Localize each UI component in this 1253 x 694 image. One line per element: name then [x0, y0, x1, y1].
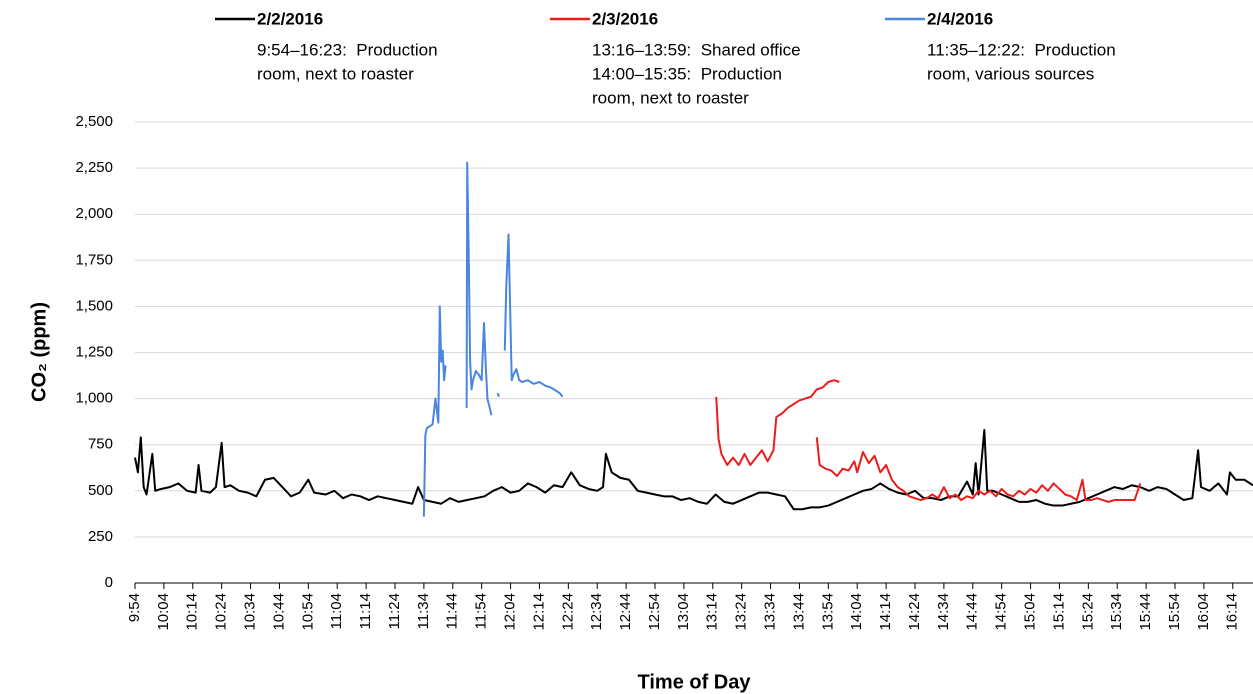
- legend-note: room, various sources: [927, 64, 1094, 83]
- y-tick-label: 1,500: [75, 297, 113, 314]
- x-tick-label: 11:54: [473, 593, 490, 629]
- x-tick-label: 12:44: [617, 593, 634, 631]
- x-tick-label: 12:04: [502, 593, 519, 631]
- x-tick-label: 16:04: [1195, 593, 1212, 631]
- y-tick-label: 1,000: [75, 390, 113, 407]
- x-tick-label: 15:24: [1079, 593, 1096, 631]
- legend-note: room, next to roaster: [592, 88, 749, 107]
- x-tick-label: 11:34: [415, 593, 432, 629]
- x-tick-label: 10:24: [213, 593, 230, 631]
- x-tick-label: 13:44: [790, 593, 807, 631]
- y-axis-title: CO₂ (ppm): [28, 302, 50, 402]
- legend-note: 11:35–12:22: Production: [927, 40, 1116, 59]
- x-tick-label: 14:44: [964, 593, 981, 631]
- x-tick-label: 12:14: [530, 593, 547, 631]
- x-tick-label: 10:44: [270, 593, 287, 631]
- x-tick-label: 14:54: [993, 593, 1010, 631]
- legend-label: 2/3/2016: [592, 9, 658, 28]
- x-tick-label: 13:14: [704, 593, 721, 631]
- x-tick-label: 15:44: [1137, 593, 1154, 631]
- x-tick-label: 13:34: [762, 593, 779, 631]
- y-tick-label: 750: [88, 436, 113, 453]
- x-tick-label: 14:34: [935, 593, 952, 631]
- x-tick-label: 12:54: [646, 593, 663, 631]
- x-tick-label: 10:04: [155, 593, 172, 631]
- legend-note: 14:00–15:35: Production: [592, 64, 782, 83]
- x-tick-label: 15:34: [1108, 593, 1125, 631]
- x-tick-label: 11:44: [444, 593, 461, 629]
- legend-label: 2/4/2016: [927, 9, 993, 28]
- x-tick-label: 10:34: [242, 593, 259, 631]
- y-tick-label: 0: [105, 574, 113, 591]
- x-tick-label: 10:14: [184, 593, 201, 631]
- y-tick-label: 500: [88, 482, 113, 499]
- x-tick-label: 15:14: [1050, 593, 1067, 631]
- legend-note: 13:16–13:59: Shared office: [592, 40, 801, 59]
- x-tick-label: 12:34: [588, 593, 605, 631]
- x-tick-label: 16:14: [1224, 593, 1241, 631]
- x-tick-label: 14:24: [906, 593, 923, 631]
- x-tick-label: 14:04: [848, 593, 865, 631]
- x-tick-label: 14:14: [877, 593, 894, 631]
- x-tick-label: 12:24: [559, 593, 576, 631]
- y-tick-label: 2,500: [75, 113, 113, 130]
- x-axis-title: Time of Day: [638, 671, 752, 693]
- y-tick-label: 2,250: [75, 159, 113, 176]
- y-tick-label: 1,750: [75, 251, 113, 268]
- legend-note: room, next to roaster: [257, 64, 414, 83]
- x-tick-label: 13:24: [733, 593, 750, 631]
- y-tick-label: 2,000: [75, 205, 113, 222]
- legend-label: 2/2/2016: [257, 9, 323, 28]
- series-line: [715, 379, 1142, 503]
- x-tick-label: 11:24: [386, 593, 403, 629]
- x-tick-label: 9:54: [126, 593, 143, 622]
- x-tick-label: 13:04: [675, 593, 692, 631]
- y-tick-label: 1,250: [75, 343, 113, 360]
- x-tick-label: 15:54: [1166, 593, 1183, 631]
- x-tick-label: 15:04: [1022, 593, 1039, 631]
- series-line: [422, 161, 564, 517]
- y-tick-label: 250: [88, 528, 113, 545]
- x-tick-label: 10:54: [299, 593, 316, 631]
- series-line: [134, 428, 1253, 511]
- x-tick-label: 11:14: [357, 593, 374, 629]
- legend-note: 9:54–16:23: Production: [257, 40, 438, 59]
- x-tick-label: 13:54: [819, 593, 836, 631]
- x-tick-label: 11:04: [328, 593, 345, 629]
